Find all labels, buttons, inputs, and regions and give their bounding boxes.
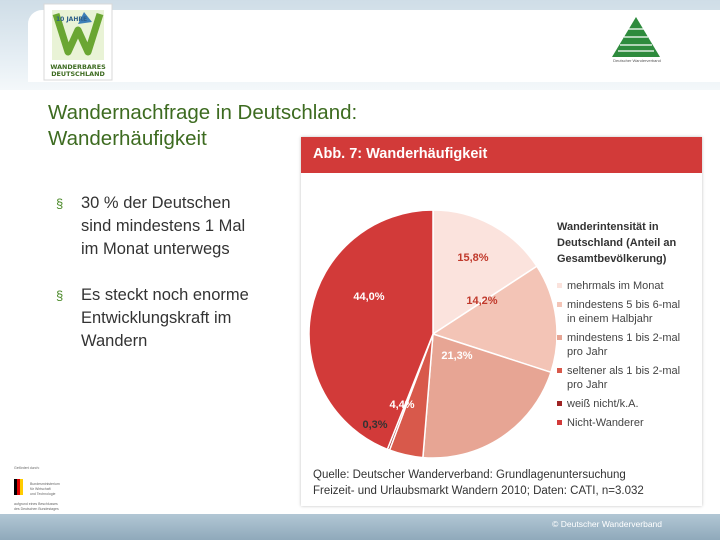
legend-item: Nicht-Wanderer [557,416,702,430]
bullet-line: Es steckt noch enorme [81,286,249,304]
deutscher-wanderverband-logo [612,17,660,57]
pie-slice [308,209,434,451]
pie-slice [422,332,552,459]
header-panel [28,10,720,82]
footer-band [0,514,720,540]
federal-eagle-icon [14,479,23,495]
chart-source-line: Quelle: Deutscher Wanderverband: Grundla… [313,469,626,481]
sponsor-line: Bundesministerium [30,482,60,486]
sponsor-line: für Wirtschaft [30,487,51,491]
slide-title-line-2: Wanderhäufigkeit [48,127,207,150]
slide-title: Wandernachfrage in Deutschland: Wanderhä… [48,100,468,152]
bullet-mark: § [56,288,64,303]
legend-swatch [557,335,562,340]
chart-source: Quelle: Deutscher Wanderverband: Grundla… [313,467,698,499]
logo-text-deutschland: DEUTSCHLAND [51,70,105,78]
chart-legend: Wanderintensität in Deutschland (Anteil … [557,219,702,435]
legend-item-label: seltener als 1 bis 2-mal [567,365,681,377]
legend-item-label: mindestens 1 bis 2-mal [567,332,681,344]
legend-item-label: in einem Halbjahr [567,313,653,325]
pie-slice-label: 44,0% [353,291,384,303]
logo-text-top: 10 JAHRE [56,16,87,23]
pie-slice-label: 0,3% [362,419,387,431]
sponsor-line: des Deutschen Bundestages [14,507,59,511]
legend-swatch [557,302,562,307]
pie-slice-label: 14,2% [466,295,497,307]
legend-item: seltener als 1 bis 2-mal pro Jahr [557,364,702,392]
pie-slice-label: 15,8% [457,252,488,264]
legend-swatch [557,368,562,373]
pie-slice [431,265,558,374]
footer-copyright: © Deutscher Wanderverband [552,519,662,529]
bullet-list: § 30 % der Deutschen sind mindestens 1 M… [56,192,296,376]
chart-figure: Abb. 7: Wanderhäufigkeit 15,8% 14,2% 21,3%… [301,137,702,506]
legend-swatch [557,420,562,425]
pie-slice [432,209,538,336]
sponsor-line: aufgrund eines Beschlusses [14,502,58,506]
sponsor-line: und Technologie [30,492,56,496]
sponsor-logo: Gefördert durch: Bundesministerium für W… [14,466,69,514]
legend-item-label: pro Jahr [567,379,608,391]
legend-item-label: Nicht-Wanderer [567,417,644,429]
legend-title-line: Gesamtbevölkerung) [557,253,667,265]
bullet-line: im Monat unterwegs [81,240,230,258]
dwv-logo-caption: Deutscher Wanderverband [613,58,661,63]
bullet-item: § 30 % der Deutschen sind mindestens 1 M… [56,192,296,261]
legend-item-label: weiß nicht/k.A. [567,398,639,410]
legend-item: mehrmals im Monat [557,279,702,293]
pie-slice-label: 4,4% [389,399,414,411]
legend-item-label: pro Jahr [567,346,608,358]
bullet-item: § Es steckt noch enorme Entwicklungskraf… [56,284,296,353]
legend-item-label: mindestens 5 bis 6-mal [567,299,681,311]
bullet-line: sind mindestens 1 Mal [81,217,246,235]
wanderbares-deutschland-logo: 10 JAHRE WANDERBARES DEUTSCHLAND [43,3,113,81]
pie-chart: 15,8% 14,2% 21,3% 4,4%0,3% 44,0% [308,209,558,459]
legend-item: weiß nicht/k.A. [557,397,702,411]
legend-title-line: Deutschland (Anteil an [557,237,677,249]
bullet-line: Wandern [81,332,148,350]
legend-title: Wanderintensität in Deutschland (Anteil … [557,219,702,267]
slide-title-line-1: Wandernachfrage in Deutschland: [48,101,358,124]
legend-item: mindestens 1 bis 2-mal pro Jahr [557,331,702,359]
chart-source-line: Freizeit- und Urlaubsmarkt Wandern 2010;… [313,485,644,497]
legend-swatch [557,401,562,406]
logo-text-wanderbares: WANDERBARES [50,63,106,71]
chart-title-bar [301,137,702,173]
sponsor-label: Gefördert durch: [14,466,40,470]
legend-swatch [557,283,562,288]
bullet-mark: § [56,196,64,211]
legend-items: mehrmals im Monat mindestens 5 bis 6-mal i… [557,279,702,430]
pie-slice-label: 21,3% [441,350,472,362]
bullet-line: 30 % der Deutschen [81,194,231,212]
legend-item-label: mehrmals im Monat [567,280,664,292]
chart-title: Abb. 7: Wanderhäufigkeit [313,146,488,162]
legend-item: mindestens 5 bis 6-mal in einem Halbjahr [557,298,702,326]
bullet-line: Entwicklungskraft im [81,309,232,327]
legend-title-line: Wanderintensität in [557,221,659,233]
